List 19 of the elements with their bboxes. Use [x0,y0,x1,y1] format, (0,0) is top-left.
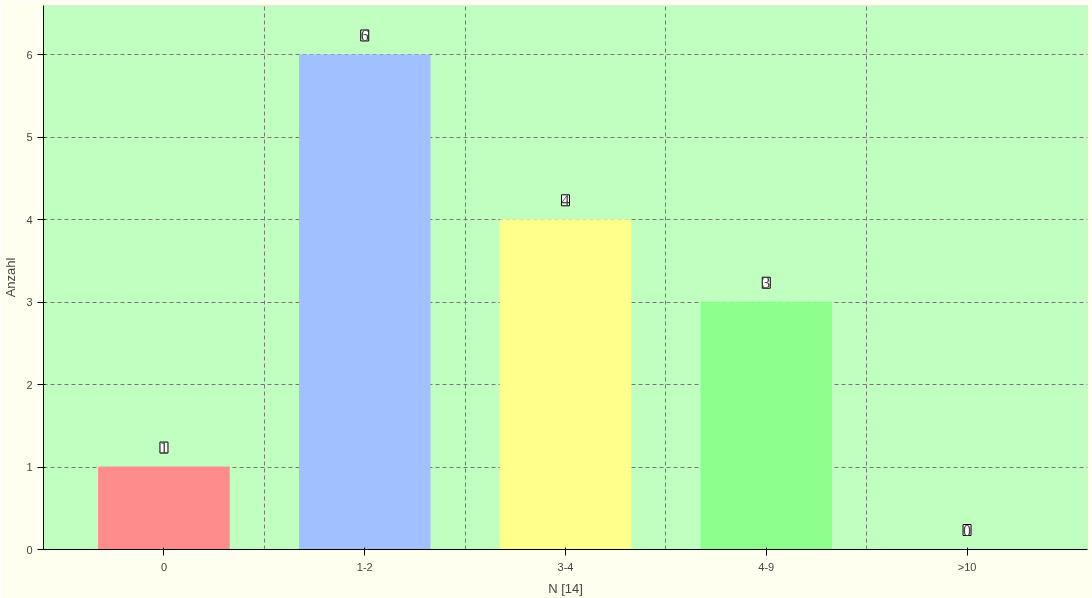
y-tick-label: 5 [26,131,33,144]
bar [499,219,632,550]
bar [298,54,431,550]
bar [98,466,230,550]
x-tick-label: 3-4 [557,560,574,573]
data-label: 1 [159,439,168,457]
x-tick-label: 0 [160,560,168,573]
x-tick-label: 4-9 [758,560,775,573]
y-axis-title: Anzahl [3,257,19,298]
y-tick-label: 3 [26,296,33,309]
x-tick-label: 1-2 [356,560,373,573]
y-tick-label: 6 [26,48,33,61]
y-tick-label: 2 [26,378,33,391]
y-tick-label: 4 [26,213,33,226]
y-tick-label: 1 [26,461,33,474]
bar [700,301,833,550]
x-axis-title: N [14] [548,580,583,596]
x-tick-label: >10 [957,560,977,573]
y-tick-label: 0 [26,543,33,556]
